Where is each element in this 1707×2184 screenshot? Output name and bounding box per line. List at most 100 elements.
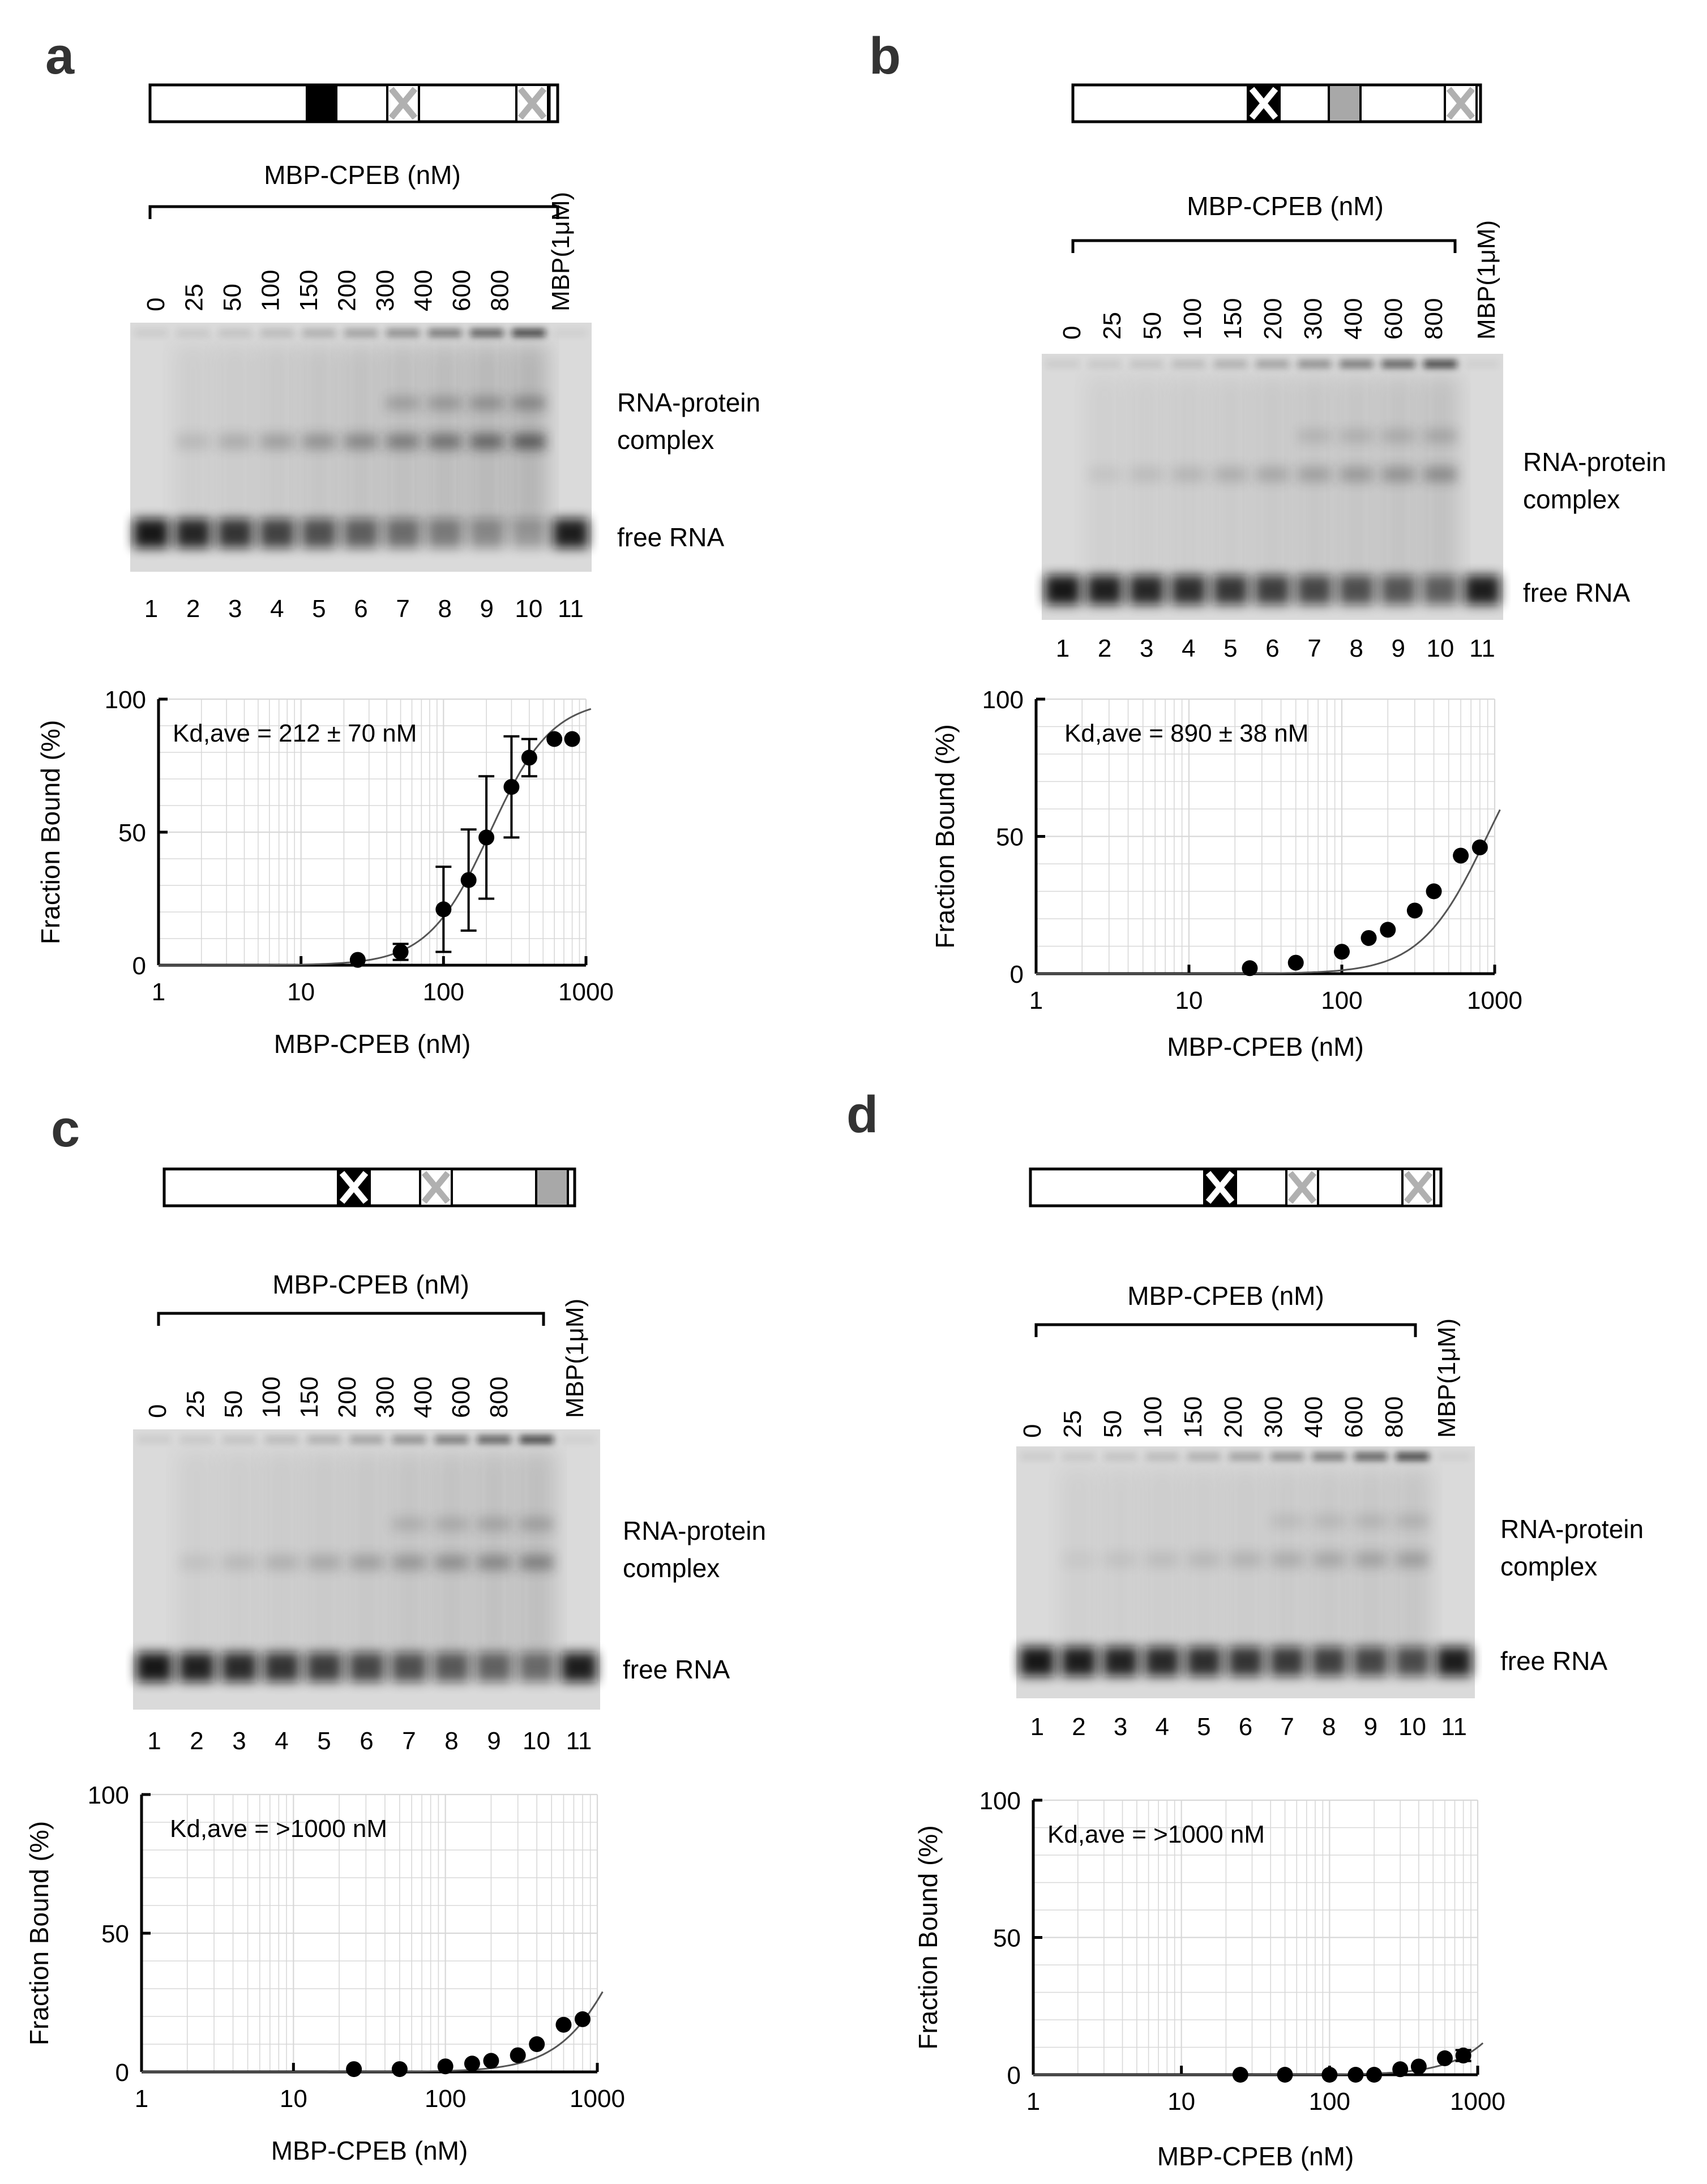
lane-number: 9 bbox=[1392, 635, 1405, 662]
concentration-label: 600 bbox=[447, 1377, 475, 1418]
well-band bbox=[264, 1436, 299, 1443]
data-point bbox=[1380, 922, 1396, 938]
data-point bbox=[1410, 2058, 1427, 2075]
concentration-label: 50 bbox=[220, 1390, 247, 1418]
well-band bbox=[1171, 361, 1205, 367]
lane-number: 6 bbox=[1239, 1713, 1252, 1741]
free-rna-band bbox=[469, 519, 505, 548]
free-rna-band bbox=[1061, 1647, 1097, 1676]
data-point bbox=[1242, 960, 1258, 977]
well-band bbox=[1145, 1453, 1179, 1460]
well-band bbox=[349, 1436, 384, 1443]
concentration-label: 150 bbox=[1179, 1397, 1207, 1438]
lane-number: 1 bbox=[1030, 1713, 1044, 1741]
complex-band-upper bbox=[392, 1517, 426, 1531]
x-tick-label: 1000 bbox=[1450, 2088, 1505, 2116]
free-rna-band bbox=[1170, 575, 1207, 605]
y-tick-label: 100 bbox=[88, 1782, 129, 1809]
concentration-bracket bbox=[157, 1312, 545, 1326]
concentration-label: 200 bbox=[1259, 298, 1287, 340]
x-axis-label: MBP-CPEB (nM) bbox=[274, 1029, 471, 1059]
well-band bbox=[260, 329, 294, 336]
x-tick-label: 100 bbox=[1321, 987, 1362, 1014]
lane-number: 7 bbox=[1307, 635, 1321, 662]
concentration-label: 100 bbox=[257, 270, 285, 311]
gel-lane bbox=[258, 329, 296, 548]
fit-curve bbox=[1033, 2042, 1484, 2076]
gel-lane bbox=[384, 329, 422, 548]
well-band bbox=[1103, 1453, 1137, 1460]
complex-band-upper bbox=[477, 1517, 511, 1531]
y-tick-label: 0 bbox=[1010, 961, 1024, 988]
complex-band bbox=[1145, 1552, 1179, 1568]
binding-plot: 0 50 100 1 10 100 1000 Kd,ave = >1000 nM Fractio… bbox=[913, 1787, 1505, 2171]
panel-letter: a bbox=[45, 27, 75, 85]
x-tick-label: 10 bbox=[280, 2085, 307, 2113]
free-rna-band bbox=[1045, 575, 1081, 605]
free-rna-band bbox=[385, 519, 421, 548]
lane-number: 11 bbox=[1441, 1713, 1467, 1741]
well-band bbox=[386, 329, 420, 336]
gel-lane bbox=[1421, 361, 1460, 605]
well-band bbox=[137, 1436, 172, 1443]
free-rna-band bbox=[476, 1652, 512, 1682]
data-point bbox=[392, 944, 409, 960]
gel-lane bbox=[1351, 1453, 1390, 1676]
concentration-label: 800 bbox=[1420, 298, 1448, 340]
well-band bbox=[1256, 361, 1289, 367]
well-band bbox=[428, 329, 462, 336]
gel-image bbox=[130, 323, 592, 572]
free-rna-band bbox=[1255, 575, 1290, 605]
data-point bbox=[521, 750, 537, 766]
free-rna-label: free RNA bbox=[623, 1655, 730, 1684]
lane-number: 3 bbox=[228, 595, 242, 623]
gel-lane bbox=[1085, 361, 1124, 605]
well-band bbox=[176, 329, 210, 336]
complex-band bbox=[1229, 1552, 1263, 1568]
fit-curve bbox=[159, 708, 592, 966]
concentration-label: 25 bbox=[181, 284, 208, 311]
x-tick-label: 10 bbox=[1175, 987, 1203, 1014]
data-point bbox=[1232, 2067, 1248, 2083]
data-point bbox=[574, 2011, 591, 2027]
free-rna-band bbox=[1422, 575, 1458, 605]
concentration-label: 0 bbox=[142, 298, 170, 311]
complex-band-upper bbox=[428, 396, 462, 410]
data-point bbox=[435, 901, 452, 918]
x-stroke bbox=[517, 87, 547, 120]
gel-lane bbox=[1226, 1453, 1265, 1676]
x-axis-label: MBP-CPEB (nM) bbox=[271, 2136, 468, 2165]
concentration-label: 50 bbox=[219, 284, 246, 311]
free-rna-label: free RNA bbox=[1523, 578, 1630, 607]
gel-lane bbox=[220, 1436, 259, 1682]
free-rna-band bbox=[1086, 575, 1123, 605]
complex-band bbox=[260, 434, 294, 449]
well-band bbox=[1354, 1453, 1388, 1460]
well-band bbox=[1229, 1453, 1263, 1460]
well-band bbox=[1020, 1453, 1054, 1460]
fit-curve bbox=[1036, 809, 1501, 975]
free-rna-band bbox=[1186, 1647, 1222, 1676]
x-stroke bbox=[388, 87, 418, 120]
protein-label: MBP-CPEB (nM) bbox=[272, 1270, 469, 1299]
well-band bbox=[470, 329, 504, 336]
data-point bbox=[1392, 2061, 1409, 2078]
gel-lane bbox=[1143, 1453, 1181, 1676]
data-point bbox=[460, 872, 477, 888]
gel-lane bbox=[1310, 1453, 1348, 1676]
complex-band bbox=[218, 434, 252, 449]
complex-band bbox=[307, 1555, 341, 1570]
lane-number: 5 bbox=[312, 595, 326, 623]
lane-number: 4 bbox=[1155, 1713, 1169, 1741]
x-tick-label: 1 bbox=[135, 2085, 148, 2113]
lane-number: 10 bbox=[515, 595, 542, 623]
free-rna-label: free RNA bbox=[617, 523, 724, 552]
complex-band bbox=[1354, 1552, 1388, 1568]
concentration-label: 200 bbox=[1220, 1397, 1247, 1438]
free-rna-band bbox=[178, 1652, 215, 1682]
complex-band bbox=[1187, 1552, 1221, 1568]
free-rna-band bbox=[1227, 1647, 1264, 1676]
free-rna-band bbox=[518, 1652, 555, 1682]
mbp-control-label: MBP(1μM) bbox=[547, 192, 575, 311]
